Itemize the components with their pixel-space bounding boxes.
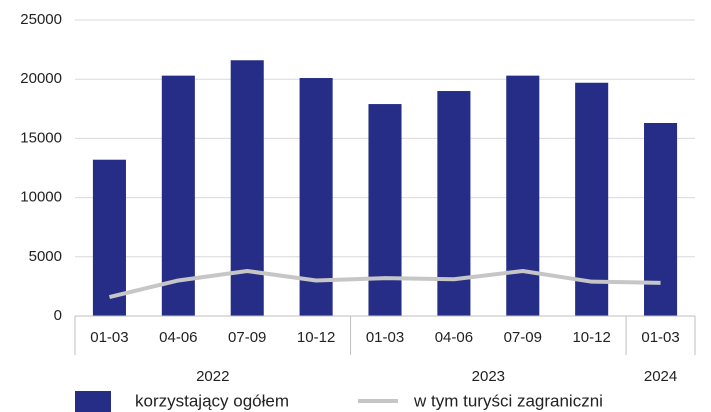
legend-swatch — [75, 391, 111, 412]
bar — [299, 78, 333, 317]
group-label: 2024 — [644, 368, 677, 385]
bar — [92, 159, 126, 316]
x-tick-label: 07-09 — [228, 329, 266, 346]
legend-label: korzystający ogółem — [135, 391, 289, 410]
bar — [437, 91, 471, 316]
y-tick-label: 15000 — [20, 129, 62, 146]
line — [108, 269, 661, 300]
x-tick-label: 04-06 — [435, 329, 473, 346]
bar — [230, 60, 264, 317]
y-tick-label: 5000 — [29, 248, 62, 265]
x-tick-label: 10-12 — [572, 329, 610, 346]
y-tick-label: 25000 — [20, 11, 62, 28]
group-label: 2022 — [196, 368, 229, 385]
bar — [368, 104, 402, 317]
x-tick-label: 01-03 — [366, 329, 404, 346]
x-tick-label: 07-09 — [504, 329, 542, 346]
y-tick-label: 20000 — [20, 70, 62, 87]
x-tick-label: 04-06 — [159, 329, 197, 346]
legend-label: w tym turyści zagraniczni — [413, 391, 603, 410]
bar — [644, 123, 678, 317]
bar — [575, 82, 609, 316]
y-tick-label: 0 — [54, 307, 62, 324]
y-tick-label: 10000 — [20, 189, 62, 206]
x-tick-label: 10-12 — [297, 329, 335, 346]
group-label: 2023 — [472, 368, 505, 385]
bar — [161, 75, 195, 316]
x-tick-label: 01-03 — [641, 329, 679, 346]
x-tick-label: 01-03 — [90, 329, 128, 346]
bar — [506, 75, 540, 316]
